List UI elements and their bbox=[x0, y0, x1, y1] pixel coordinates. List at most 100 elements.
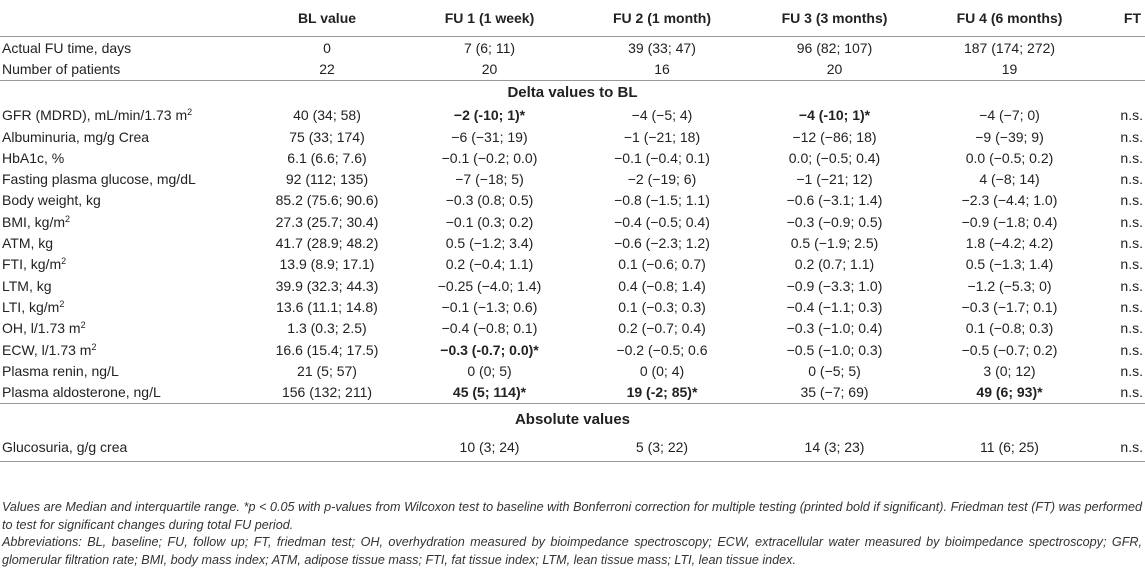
cell-bl bbox=[252, 433, 402, 462]
row-label: FTI, kg/m2 bbox=[0, 254, 252, 275]
cell-fu3-bold: −4 (-10; 1)* bbox=[798, 107, 871, 124]
cell-fu3: −0.4 (−1.1; 0.3) bbox=[786, 298, 883, 315]
cell-fu4: −4 (−7; 0) bbox=[979, 107, 1040, 124]
table-row: GFR (MDRD), mL/min/1.73 m2 40 (34; 58) −2 … bbox=[0, 105, 1145, 126]
cell-fu2: 39 (33; 47) bbox=[628, 39, 696, 56]
cell-ft: n.s. bbox=[1097, 433, 1145, 462]
cell-ft: n.s. bbox=[1120, 192, 1143, 209]
row-label-superscript: 2 bbox=[65, 213, 71, 224]
cell-fu3: −0.6 (−3.1; 1.4) bbox=[786, 192, 883, 209]
column-header-fu1: FU 1 (1 week) bbox=[402, 0, 577, 37]
cell-fu2: −0.2 (−0.5; 0.6 bbox=[616, 341, 708, 358]
table-row: FTI, kg/m2 13.9 (8.9; 17.1) 0.2 (−0.4; 1.1… bbox=[0, 254, 1145, 275]
cell-bl: 85.2 (75.6; 90.6) bbox=[275, 192, 379, 209]
cell-ft: n.s. bbox=[1120, 128, 1143, 145]
table-row: Albuminuria, mg/g Crea 75 (33; 174) −6 (−3… bbox=[0, 126, 1145, 147]
row-label: Body weight, kg bbox=[0, 190, 252, 211]
table-header-row: BL value FU 1 (1 week) FU 2 (1 month) FU… bbox=[0, 0, 1145, 37]
row-label: Actual FU time, days bbox=[0, 37, 252, 59]
table-row: Actual FU time, days 0 7 (6; 11) 39 (33; 47… bbox=[0, 37, 1145, 59]
cell-bl: 41.7 (28.9; 48.2) bbox=[275, 235, 379, 252]
column-header-fu2: FU 2 (1 month) bbox=[577, 0, 747, 37]
cell-fu1-bold: −2 (-10; 1)* bbox=[453, 107, 526, 124]
cell-bl: 13.6 (11.1; 14.8) bbox=[276, 298, 378, 315]
cell-fu2: −0.6 (−2.3; 1.2) bbox=[614, 235, 710, 252]
cell-fu4: 4 (−8; 14) bbox=[979, 171, 1040, 188]
section-title-delta: Delta values to BL bbox=[0, 79, 1145, 105]
cell-ft: n.s. bbox=[1120, 149, 1143, 166]
row-label-text: OH, l/1.73 m bbox=[2, 320, 81, 337]
cell-fu4: −2.3 (−4.4; 1.0) bbox=[961, 192, 1058, 209]
cell-fu1: −0.1 (−1.3; 0.6) bbox=[441, 298, 538, 315]
cell-fu3: −0.3 (−1.0; 0.4) bbox=[786, 320, 883, 337]
cell-bl: 75 (33; 174) bbox=[289, 128, 365, 145]
table-row: Glucosuria, g/g crea 10 (3; 24) 5 (3; 22) 1… bbox=[0, 433, 1145, 462]
cell-fu4: 0.0 (−0.5; 0.2) bbox=[965, 149, 1054, 166]
cell-ft: n.s. bbox=[1120, 298, 1143, 315]
cell-bl: 27.3 (25.7; 30.4) bbox=[275, 213, 379, 230]
cell-ft: n.s. bbox=[1120, 235, 1143, 252]
cell-fu3: −1 (−21; 12) bbox=[796, 171, 873, 188]
cell-fu1: 20 bbox=[481, 60, 498, 77]
row-label-text: GFR (MDRD), mL/min/1.73 m bbox=[2, 107, 188, 124]
row-label-superscript: 2 bbox=[187, 107, 193, 118]
row-label-text: ECW, l/1.73 m bbox=[2, 341, 92, 358]
cell-bl: 39.9 (32.3; 44.3) bbox=[275, 277, 379, 294]
table-footnotes: Values are Median and interquartile rang… bbox=[2, 499, 1142, 569]
cell-bl: 16.6 (15.4; 17.5) bbox=[275, 341, 379, 358]
cell-fu1: −6 (−31; 19) bbox=[451, 128, 528, 145]
column-header-label bbox=[0, 0, 252, 37]
cell-fu2: 16 bbox=[654, 60, 670, 77]
row-label: ATM, kg bbox=[0, 232, 252, 253]
row-label-text: Plasma aldosterone, ng/L bbox=[2, 384, 161, 401]
section-header-row: Delta values to BL bbox=[0, 79, 1145, 105]
cell-fu4: 0.1 (−0.8; 0.3) bbox=[965, 320, 1054, 337]
cell-fu3: 14 (3; 23) bbox=[747, 433, 922, 462]
cell-fu4: −0.9 (−1.8; 0.4) bbox=[961, 213, 1058, 230]
table-row: Plasma aldosterone, ng/L 156 (132; 211) 45… bbox=[0, 381, 1145, 403]
table-row: LTI, kg/m2 13.6 (11.1; 14.8) −0.1 (−1.3; 0… bbox=[0, 296, 1145, 317]
row-label-text: Glucosuria, g/g crea bbox=[2, 439, 128, 456]
row-label-text: HbA1c, % bbox=[2, 149, 65, 166]
cell-fu2: 0.1 (−0.6; 0.7) bbox=[618, 256, 706, 273]
cell-fu3: −0.5 (−1.0; 0.3) bbox=[786, 341, 883, 358]
cell-fu4: 1.8 (−4.2; 4.2) bbox=[965, 235, 1054, 252]
cell-ft: n.s. bbox=[1120, 171, 1143, 188]
cell-fu3: −0.3 (−0.9; 0.5) bbox=[786, 213, 883, 230]
cell-fu1-bold: −0.3 (-0.7; 0.0)* bbox=[440, 341, 539, 358]
row-label-text: Albuminuria, mg/g Crea bbox=[2, 128, 150, 145]
cell-ft: n.s. bbox=[1120, 320, 1143, 337]
cell-bl: 156 (132; 211) bbox=[281, 384, 373, 401]
cell-fu2: −0.4 (−0.5; 0.4) bbox=[614, 213, 710, 230]
table-row: LTM, kg 39.9 (32.3; 44.3) −0.25 (−4.0; 1.4… bbox=[0, 275, 1145, 296]
row-label: Number of patients bbox=[0, 58, 252, 80]
cell-ft bbox=[1097, 58, 1145, 80]
row-label-text: LTI, kg/m bbox=[2, 298, 60, 315]
cell-fu2: 0 (0; 4) bbox=[639, 362, 685, 379]
cell-fu2: 5 (3; 22) bbox=[577, 433, 747, 462]
cell-fu1-bold: 45 (5; 114)* bbox=[452, 384, 527, 401]
table-row: BMI, kg/m2 27.3 (25.7; 30.4) −0.1 (0.3; 0.… bbox=[0, 211, 1145, 232]
cell-fu3: 0.2 (0.7; 1.1) bbox=[794, 256, 875, 273]
row-label: Albuminuria, mg/g Crea bbox=[0, 126, 252, 147]
cell-fu1: −0.3 (-0.7; 0.0)* bbox=[402, 339, 577, 360]
row-label: Plasma renin, ng/L bbox=[0, 360, 252, 381]
cell-fu1: −7 (−18; 5) bbox=[455, 171, 524, 188]
cell-ft: n.s. bbox=[1120, 362, 1143, 379]
cell-fu1: −2 (-10; 1)* bbox=[402, 105, 577, 126]
cell-fu2: −1 (−21; 18) bbox=[623, 128, 701, 145]
row-label: LTI, kg/m2 bbox=[0, 296, 252, 317]
cell-fu4: −0.5 (−0.7; 0.2) bbox=[961, 341, 1058, 358]
cell-fu4: 49 (6; 93)* bbox=[922, 381, 1097, 403]
cell-ft: n.s. bbox=[1120, 277, 1143, 294]
row-label: Fasting plasma glucose, mg/dL bbox=[0, 168, 252, 189]
cell-fu4-bold: 49 (6; 93)* bbox=[976, 384, 1043, 401]
row-label-text: LTM, kg bbox=[2, 277, 52, 294]
row-label-superscript: 2 bbox=[59, 298, 65, 309]
table-row: ECW, l/1.73 m2 16.6 (15.4; 17.5) −0.3 (-0.… bbox=[0, 339, 1145, 360]
column-header-fu4: FU 4 (6 months) bbox=[922, 0, 1097, 37]
results-table: BL value FU 1 (1 week) FU 2 (1 month) FU… bbox=[0, 0, 1145, 462]
cell-fu2: 0.1 (−0.3; 0.3) bbox=[618, 298, 706, 315]
section-header-row: Absolute values bbox=[0, 402, 1145, 434]
cell-ft: n.s. bbox=[1120, 107, 1143, 124]
